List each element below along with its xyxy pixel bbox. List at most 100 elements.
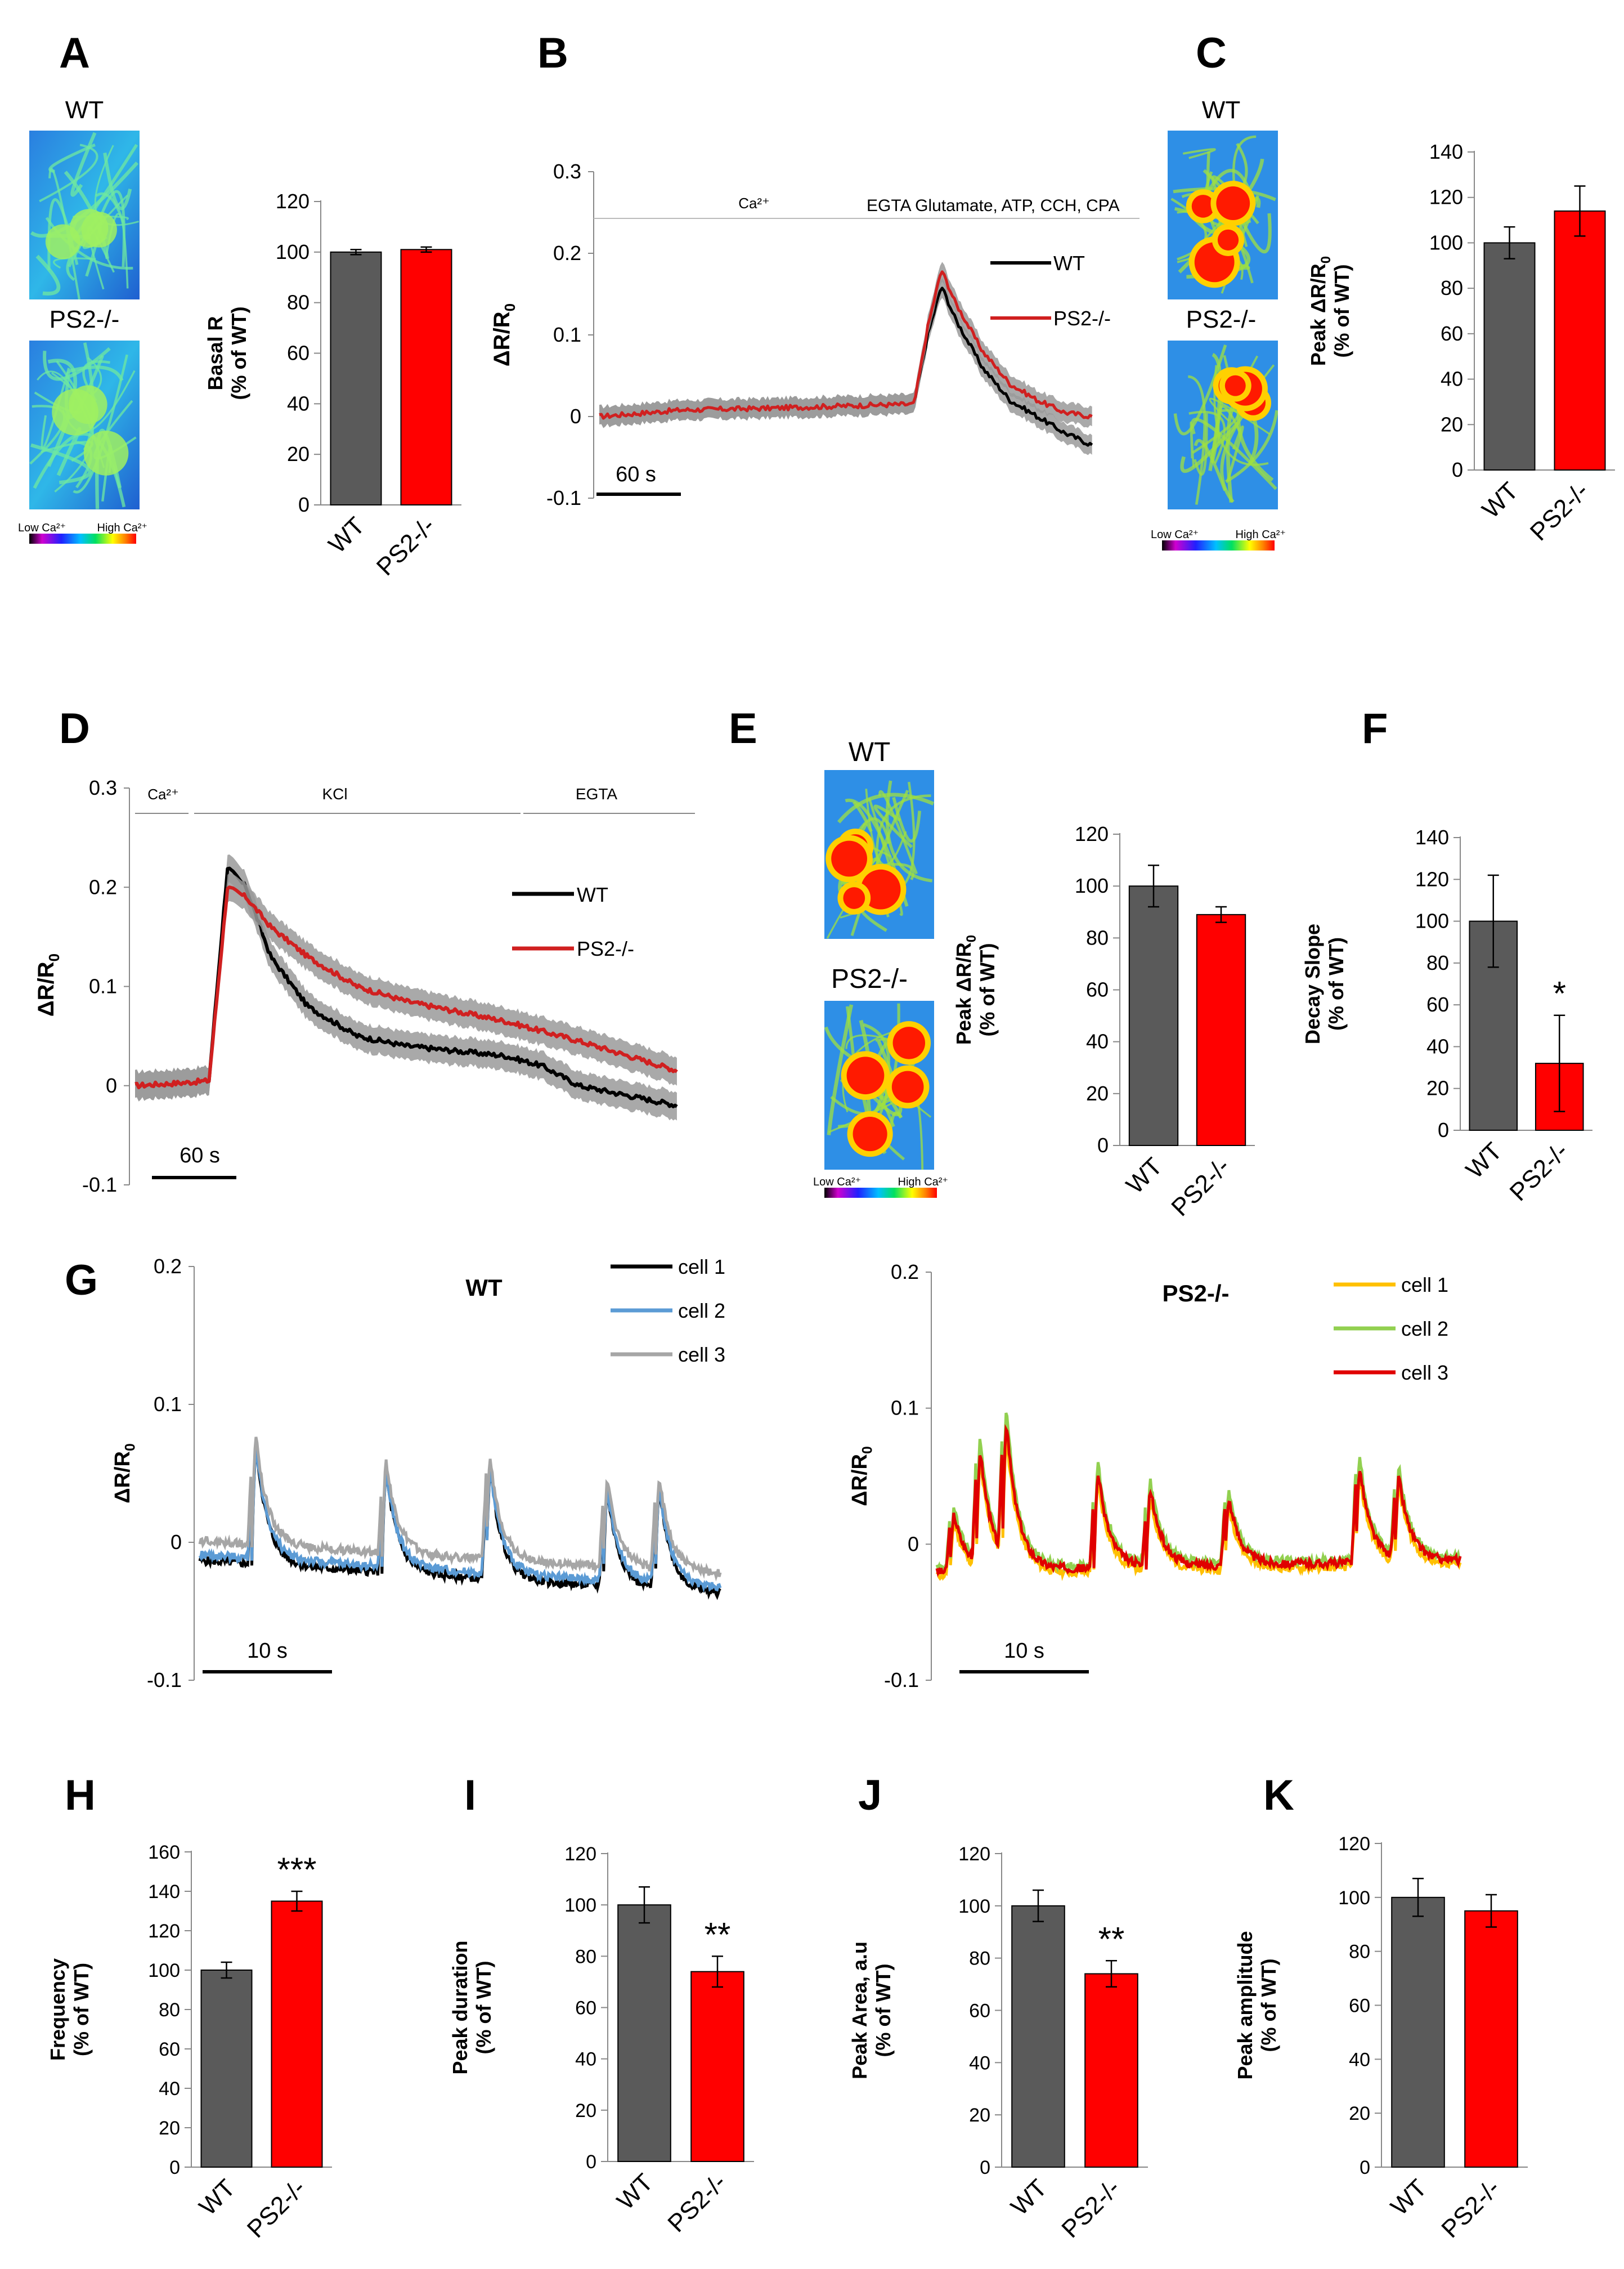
process xyxy=(1225,410,1278,484)
y-axis-title: Frequency xyxy=(46,1958,69,2061)
y-axis-title-units: (% of WT) xyxy=(1330,265,1353,358)
cell-body xyxy=(1216,186,1250,220)
colorbar-gradient xyxy=(29,534,136,544)
stimulus-label: EGTA xyxy=(576,785,617,803)
y-axis-title: Basal R xyxy=(204,316,227,390)
y-tick-label: 120 xyxy=(148,1921,180,1942)
y-tick-label: 100 xyxy=(276,240,309,263)
y-axis-title-units: (% of WT) xyxy=(872,1964,895,2057)
y-tick-label: 40 xyxy=(1086,1030,1109,1053)
bar-wt xyxy=(1128,885,1179,1146)
cell-body xyxy=(891,1071,924,1103)
colorbar-high-label: High Ca²⁺ xyxy=(898,1176,948,1188)
panel-letter-h: H xyxy=(65,1771,96,1819)
y-tick-label: 40 xyxy=(159,2078,180,2100)
y-tick-label: 40 xyxy=(287,392,309,415)
trace-ps2 xyxy=(134,885,678,1090)
process xyxy=(1170,198,1208,261)
y-tick-label: 80 xyxy=(1086,926,1109,949)
y-axis-title-units: (% of WT) xyxy=(1325,937,1348,1031)
bar-wt xyxy=(330,251,382,505)
y-tick-label: 20 xyxy=(287,442,309,466)
trace-cell-3 xyxy=(935,1424,1462,1578)
y-tick-label: 20 xyxy=(969,2105,990,2126)
bar-wt xyxy=(1483,242,1536,471)
cell-body xyxy=(843,887,865,909)
y-tick-label: 0 xyxy=(908,1532,919,1555)
y-tick-label: 160 xyxy=(148,1842,180,1863)
process xyxy=(1194,413,1208,476)
y-tick-label: 20 xyxy=(159,2118,180,2139)
process xyxy=(873,804,913,848)
image-content xyxy=(824,1001,934,1170)
y-tick-label: 20 xyxy=(1441,413,1463,436)
bar-ps2 xyxy=(1464,1910,1518,2168)
y-tick-label: 60 xyxy=(1086,978,1109,1001)
y-tick-label: 0.2 xyxy=(891,1260,919,1283)
y-tick-label: -0.1 xyxy=(82,1173,117,1196)
cell-body xyxy=(81,212,117,248)
y-axis-title-units: (% of WT) xyxy=(472,1961,495,2055)
y-tick-label: 0.1 xyxy=(553,323,581,346)
cell-body xyxy=(860,869,901,910)
category-label: WT xyxy=(1385,2174,1432,2221)
process xyxy=(1190,421,1195,468)
y-tick-label: 80 xyxy=(575,1946,596,1967)
y-tick-label: 40 xyxy=(969,2052,990,2074)
image-title-ps2: PS2-/- xyxy=(1186,306,1257,333)
y-tick-label: 80 xyxy=(1426,951,1449,974)
y-axis-title: ΔR/R0 xyxy=(111,1443,138,1503)
image-content xyxy=(29,341,140,509)
stimulus-label: KCl xyxy=(322,785,347,803)
bar-chart-j: 0 20 40 60 80 100 120 WT PS2-/- ** Peak Area, a.u(… xyxy=(848,1843,1148,2243)
image-a-ps2 xyxy=(29,341,140,509)
category-label: WT xyxy=(194,2174,241,2221)
significance-mark: ** xyxy=(1098,1920,1125,1958)
panel-letter-j: J xyxy=(858,1771,882,1819)
process xyxy=(837,793,934,824)
colorbar-low-label: Low Ca²⁺ xyxy=(18,522,66,534)
bar-wt xyxy=(617,1904,671,2163)
bar-chart-a: 0 20 40 60 80 100 120 WT PS2-/- Basal R (% of WT) xyxy=(204,190,461,581)
y-axis-title: Peak duration xyxy=(448,1940,472,2074)
trace-subtitle: WT xyxy=(465,1274,503,1301)
image-c-wt xyxy=(1168,131,1278,299)
y-tick-label: 80 xyxy=(1441,276,1463,299)
process xyxy=(47,359,77,467)
y-tick-label: 120 xyxy=(1415,867,1449,890)
colorbar-high-label: High Ca²⁺ xyxy=(97,522,147,534)
panel-letter-d: D xyxy=(59,705,90,753)
y-tick-label: -0.1 xyxy=(884,1668,919,1691)
process xyxy=(1173,344,1227,436)
image-title-wt: WT xyxy=(849,737,891,767)
significance-mark: *** xyxy=(277,1851,316,1888)
process xyxy=(70,132,97,197)
y-tick-label: 120 xyxy=(958,1843,990,1865)
y-tick-label: 120 xyxy=(1075,822,1109,845)
image-c-ps2 xyxy=(1168,341,1278,509)
category-label: WT xyxy=(1461,1137,1508,1184)
cell-body xyxy=(1191,195,1215,218)
trace-wt xyxy=(599,287,1093,447)
colorbar: Low Ca²⁺ High Ca²⁺ xyxy=(813,1176,948,1198)
y-tick-label: 80 xyxy=(159,1999,180,2021)
process xyxy=(48,143,96,173)
y-tick-label: 0.1 xyxy=(89,975,117,998)
colorbar: Low Ca²⁺ High Ca²⁺ xyxy=(18,522,147,544)
cell-body xyxy=(45,224,80,259)
y-axis-title: ΔR/R0 xyxy=(34,954,62,1017)
process xyxy=(35,254,61,296)
category-label: PS2-/- xyxy=(1056,2174,1125,2243)
category-label: PS2-/- xyxy=(1525,477,1594,546)
y-tick-label: 120 xyxy=(1338,1833,1370,1855)
colorbar: Low Ca²⁺ High Ca²⁺ xyxy=(1151,529,1286,551)
cell-body xyxy=(892,1027,926,1059)
trace-cell-1 xyxy=(198,1442,721,1600)
cell-body xyxy=(83,431,129,476)
bar-ps2 xyxy=(1554,210,1606,471)
y-tick-label: 80 xyxy=(969,1948,990,1970)
y-axis-title-units: (% of WT) xyxy=(70,1963,93,2056)
category-label: WT xyxy=(1477,477,1524,523)
